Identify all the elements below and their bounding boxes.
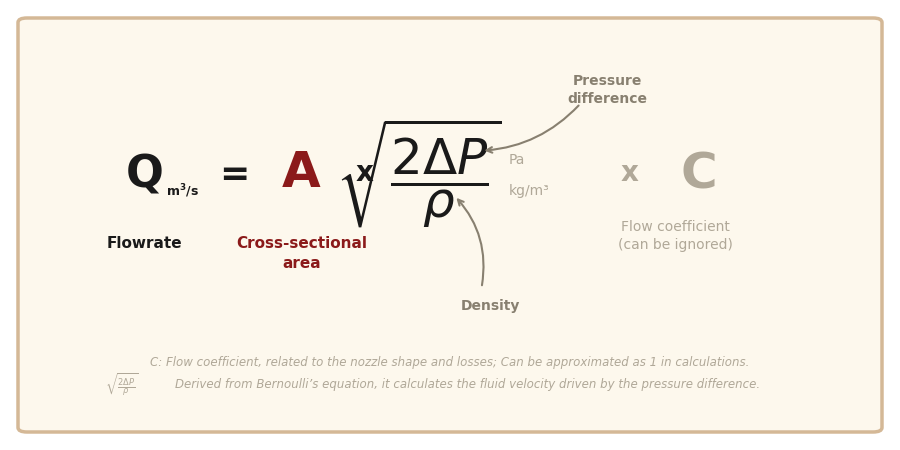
Text: Density: Density xyxy=(461,299,520,313)
Text: $\mathbf{x}$: $\mathbf{x}$ xyxy=(620,159,640,187)
Text: Cross-sectional: Cross-sectional xyxy=(236,235,367,251)
Text: kg/m³: kg/m³ xyxy=(508,184,549,198)
Text: area: area xyxy=(283,256,320,271)
Text: $\mathbf{x}$: $\mathbf{x}$ xyxy=(355,159,374,187)
Text: $\mathbf{=}$: $\mathbf{=}$ xyxy=(212,156,248,190)
Text: $\mathbf{A}$: $\mathbf{A}$ xyxy=(282,149,321,197)
Text: Flow coefficient: Flow coefficient xyxy=(621,220,729,234)
Text: $\mathbf{C}$: $\mathbf{C}$ xyxy=(680,149,716,197)
Text: $\sqrt{\frac{2\Delta P}{\rho}}$: $\sqrt{\frac{2\Delta P}{\rho}}$ xyxy=(104,372,139,398)
Text: Derived from Bernoulli’s equation, it calculates the fluid velocity driven by th: Derived from Bernoulli’s equation, it ca… xyxy=(176,378,760,391)
Text: Flowrate: Flowrate xyxy=(106,235,182,251)
Text: $\mathbf{m^3/s}$: $\mathbf{m^3/s}$ xyxy=(166,182,200,200)
Text: $\sqrt{\dfrac{2\Delta P}{\,\rho\,}}$: $\sqrt{\dfrac{2\Delta P}{\,\rho\,}}$ xyxy=(336,117,501,230)
Text: (can be ignored): (can be ignored) xyxy=(617,238,733,252)
Text: Pa: Pa xyxy=(508,153,525,167)
FancyBboxPatch shape xyxy=(18,18,882,432)
Text: C: Flow coefficient, related to the nozzle shape and losses; Can be approximated: C: Flow coefficient, related to the nozz… xyxy=(150,356,750,369)
Text: difference: difference xyxy=(568,92,647,106)
Text: Pressure: Pressure xyxy=(572,74,643,88)
Text: $\mathbf{Q}$: $\mathbf{Q}$ xyxy=(125,151,163,195)
